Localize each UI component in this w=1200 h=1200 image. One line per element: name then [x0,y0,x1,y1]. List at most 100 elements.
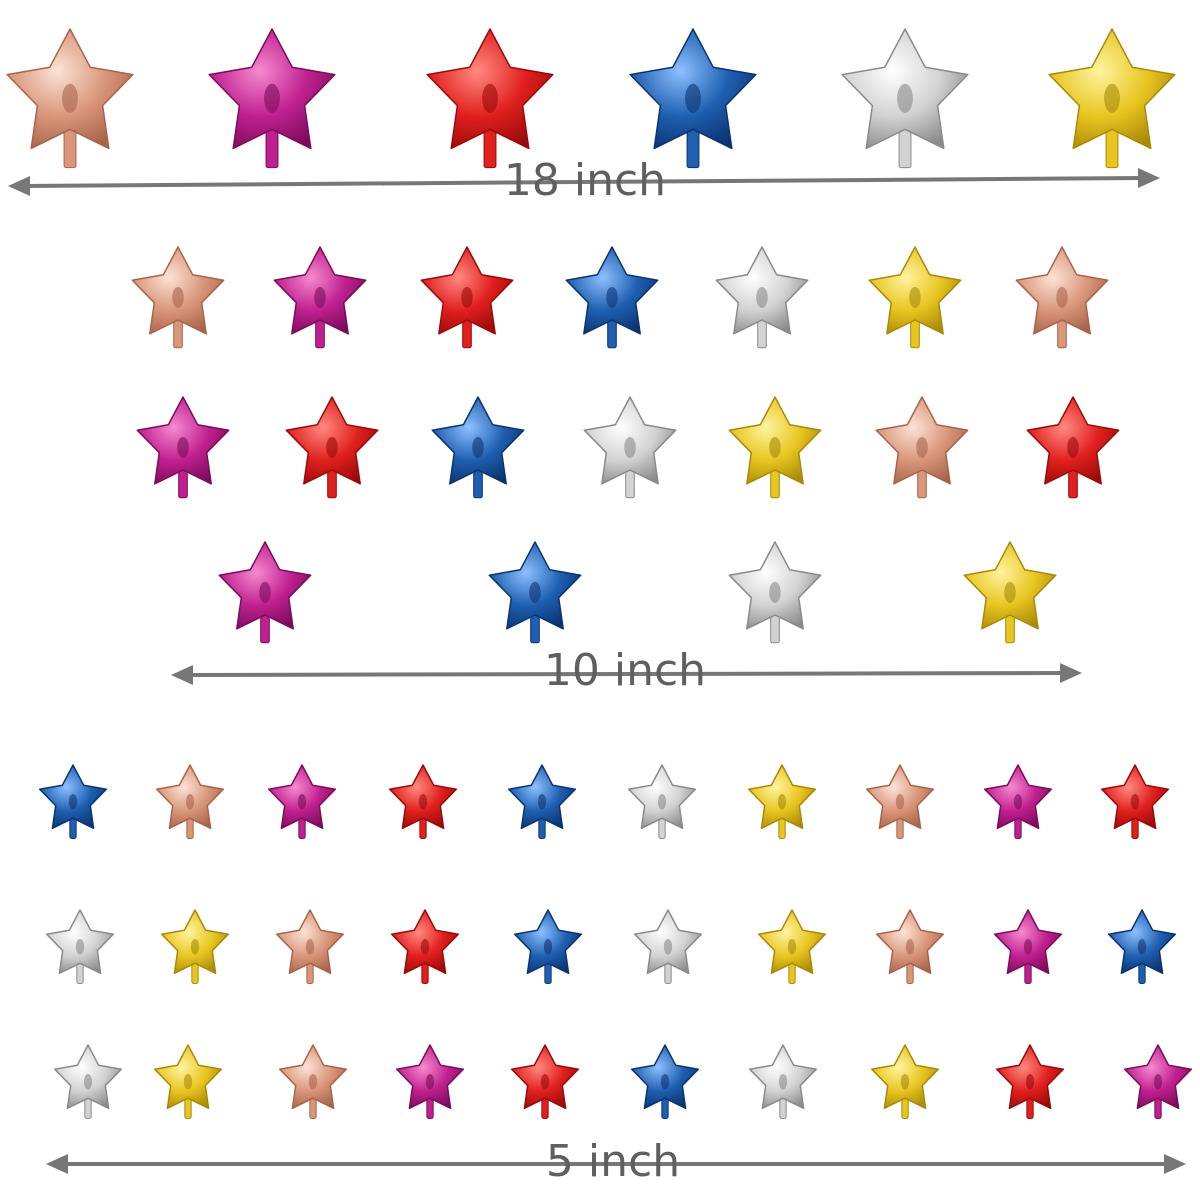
balloon-shade [543,939,553,955]
size-label: 10 inch [544,645,706,696]
star-balloon [431,396,525,499]
balloon-shade [777,794,787,810]
balloon-shade [897,83,913,113]
star-balloon [513,909,583,984]
balloon-shade [685,83,701,113]
balloon-shade [297,794,307,810]
balloon-shade [183,1074,193,1090]
star-balloon [747,764,817,839]
balloon-shade [778,1074,788,1090]
star-balloon [565,246,659,349]
balloon-shade [308,1074,318,1090]
star-balloon [420,246,514,349]
size-label: 5 inch [546,1136,680,1187]
arrow-head [1060,663,1082,683]
balloon-shade [190,939,200,955]
star-balloon [507,764,577,839]
balloon-shade [83,1074,93,1090]
star-balloon [153,1044,223,1119]
star-balloon [53,1044,123,1119]
balloon-shade [1056,286,1068,308]
balloon-shade [418,794,428,810]
balloon-shade [420,939,430,955]
star-balloon [510,1044,580,1119]
balloon-shade [900,1074,910,1090]
star-balloon [160,909,230,984]
arrow-head [1164,1154,1186,1174]
balloon-shade [177,436,189,458]
balloon-shade [259,581,271,603]
star-balloon [155,764,225,839]
star-balloon [865,764,935,839]
star-balloon [630,1044,700,1119]
balloon-shade [1153,1074,1163,1090]
balloon-shade [75,939,85,955]
balloon-shade [606,286,618,308]
star-balloon [627,764,697,839]
star-balloon [841,28,969,169]
star-balloon [633,909,703,984]
balloon-shade [1013,794,1023,810]
balloon-shade [909,286,921,308]
balloon-shade [472,436,484,458]
balloon-shade [62,83,78,113]
star-balloon [868,246,962,349]
star-balloon [1107,909,1177,984]
balloon-shade [172,286,184,308]
balloon-shade [769,581,781,603]
balloon-shade [461,286,473,308]
star-balloon [715,246,809,349]
star-balloon [390,909,460,984]
arrow-18: 18 inch [8,155,1160,206]
star-balloon [488,541,582,644]
star-balloon [131,246,225,349]
balloon-shade [529,581,541,603]
star-balloon [870,1044,940,1119]
star-balloon [875,909,945,984]
star-balloon [38,764,108,839]
balloon-shade [660,1074,670,1090]
star-balloon [136,396,230,499]
balloon-shade [895,794,905,810]
star-balloon [1048,28,1176,169]
balloon-shade [1025,1074,1035,1090]
balloon-shade [916,436,928,458]
arrow-line [184,671,1069,677]
arrow-head [8,176,30,196]
star-balloon [278,1044,348,1119]
star-balloon [748,1044,818,1119]
balloon-shade [326,436,338,458]
balloon-shade [1137,939,1147,955]
star-balloon [1015,246,1109,349]
balloon-shade [314,286,326,308]
star-balloon [629,28,757,169]
balloon-shade [756,286,768,308]
star-balloon [963,541,1057,644]
balloon-shade [769,436,781,458]
balloon-shade [425,1074,435,1090]
balloon-shade [787,939,797,955]
balloon-shade [185,794,195,810]
balloon-shade [905,939,915,955]
balloon-shade [540,1074,550,1090]
balloon-shade [264,83,280,113]
star-balloon [728,396,822,499]
star-balloon [1123,1044,1193,1119]
balloon-shade [624,436,636,458]
star-balloon [995,1044,1065,1119]
balloon-shade [305,939,315,955]
balloon-shade [68,794,78,810]
star-balloon [285,396,379,499]
star-balloon [218,541,312,644]
balloon-shade [482,83,498,113]
star-balloon [1026,396,1120,499]
arrow-10: 10 inch [171,645,1082,696]
balloon-shade [1067,436,1079,458]
balloon-shade [537,794,547,810]
arrow-head [46,1154,68,1174]
star-balloon [993,909,1063,984]
star-balloon [875,396,969,499]
star-balloon [728,541,822,644]
balloon-shade [1130,794,1140,810]
